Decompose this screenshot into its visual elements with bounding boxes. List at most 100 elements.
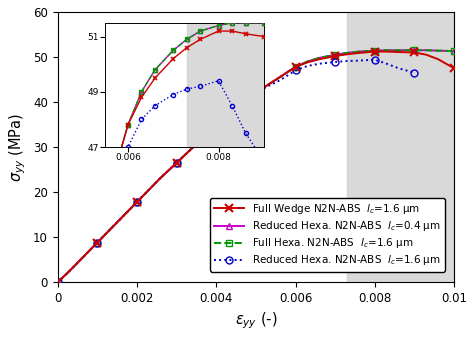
Full Hexa. N2N-ABS  $l_c$=1.6 μm bbox=[265, 83, 271, 87]
Full Hexa. N2N-ABS  $l_c$=1.6 μm bbox=[55, 280, 61, 284]
Line: Full Wedge N2N-ABS  $l_c$=1.6 μm: Full Wedge N2N-ABS $l_c$=1.6 μm bbox=[54, 47, 458, 286]
Reduced Hexa. N2N-ABS  $l_c$=1.6 μm bbox=[396, 66, 401, 70]
Legend: Full Wedge N2N-ABS  $l_c$=1.6 μm, Reduced Hexa. N2N-ABS  $l_c$=0.4 μm, Full Hexa: Full Wedge N2N-ABS $l_c$=1.6 μm, Reduced… bbox=[210, 198, 445, 271]
X-axis label: $\varepsilon_{yy}$ (-): $\varepsilon_{yy}$ (-) bbox=[235, 311, 277, 331]
Reduced Hexa. N2N-ABS  $l_c$=0.4 μm bbox=[356, 50, 362, 54]
Full Wedge N2N-ABS  $l_c$=1.6 μm bbox=[106, 228, 112, 233]
Reduced Hexa. N2N-ABS  $l_c$=1.6 μm bbox=[174, 161, 180, 165]
Full Wedge N2N-ABS  $l_c$=1.6 μm bbox=[174, 161, 180, 165]
Full Hexa. N2N-ABS  $l_c$=1.6 μm bbox=[332, 53, 338, 57]
Full Hexa. N2N-ABS  $l_c$=1.6 μm bbox=[396, 48, 401, 52]
Reduced Hexa. N2N-ABS  $l_c$=0.4 μm bbox=[94, 241, 100, 245]
Reduced Hexa. N2N-ABS  $l_c$=0.4 μm bbox=[277, 75, 283, 79]
Full Wedge N2N-ABS  $l_c$=1.6 μm bbox=[411, 50, 417, 54]
Full Wedge N2N-ABS  $l_c$=1.6 μm bbox=[451, 66, 457, 70]
Reduced Hexa. N2N-ABS  $l_c$=1.6 μm bbox=[158, 176, 164, 180]
Full Hexa. N2N-ABS  $l_c$=1.6 μm bbox=[174, 161, 180, 165]
Full Wedge N2N-ABS  $l_c$=1.6 μm bbox=[372, 50, 378, 54]
Full Wedge N2N-ABS  $l_c$=1.6 μm bbox=[265, 83, 271, 87]
Full Wedge N2N-ABS  $l_c$=1.6 μm bbox=[332, 54, 338, 58]
Full Hexa. N2N-ABS  $l_c$=1.6 μm bbox=[451, 49, 457, 53]
Reduced Hexa. N2N-ABS  $l_c$=1.6 μm bbox=[118, 216, 124, 220]
Line: Reduced Hexa. N2N-ABS  $l_c$=1.6 μm: Reduced Hexa. N2N-ABS $l_c$=1.6 μm bbox=[54, 56, 418, 286]
Line: Reduced Hexa. N2N-ABS  $l_c$=0.4 μm: Reduced Hexa. N2N-ABS $l_c$=0.4 μm bbox=[54, 47, 457, 286]
Reduced Hexa. N2N-ABS  $l_c$=0.4 μm bbox=[118, 216, 124, 220]
Full Hexa. N2N-ABS  $l_c$=1.6 μm bbox=[158, 176, 164, 180]
Full Hexa. N2N-ABS  $l_c$=1.6 μm bbox=[305, 59, 310, 64]
Reduced Hexa. N2N-ABS  $l_c$=0.4 μm bbox=[332, 53, 338, 57]
Reduced Hexa. N2N-ABS  $l_c$=0.4 μm bbox=[344, 51, 350, 55]
Full Hexa. N2N-ABS  $l_c$=1.6 μm bbox=[237, 104, 243, 108]
Reduced Hexa. N2N-ABS  $l_c$=1.6 μm bbox=[146, 188, 152, 192]
Full Hexa. N2N-ABS  $l_c$=1.6 μm bbox=[186, 149, 191, 153]
Full Wedge N2N-ABS  $l_c$=1.6 μm bbox=[186, 149, 191, 153]
Full Wedge N2N-ABS  $l_c$=1.6 μm bbox=[213, 123, 219, 127]
Reduced Hexa. N2N-ABS  $l_c$=1.6 μm bbox=[106, 228, 112, 233]
Reduced Hexa. N2N-ABS  $l_c$=1.6 μm bbox=[253, 91, 259, 95]
Full Hexa. N2N-ABS  $l_c$=1.6 μm bbox=[94, 241, 100, 245]
Full Wedge N2N-ABS  $l_c$=1.6 μm bbox=[344, 52, 350, 56]
Full Wedge N2N-ABS  $l_c$=1.6 μm bbox=[237, 104, 243, 108]
Full Wedge N2N-ABS  $l_c$=1.6 μm bbox=[118, 216, 124, 220]
Full Hexa. N2N-ABS  $l_c$=1.6 μm bbox=[146, 188, 152, 192]
Full Hexa. N2N-ABS  $l_c$=1.6 μm bbox=[79, 257, 84, 261]
Reduced Hexa. N2N-ABS  $l_c$=0.4 μm bbox=[174, 161, 180, 165]
Full Wedge N2N-ABS  $l_c$=1.6 μm bbox=[158, 176, 164, 180]
Reduced Hexa. N2N-ABS  $l_c$=1.6 μm bbox=[213, 123, 219, 127]
Reduced Hexa. N2N-ABS  $l_c$=1.6 μm bbox=[277, 78, 283, 82]
Reduced Hexa. N2N-ABS  $l_c$=0.4 μm bbox=[213, 123, 219, 127]
Full Wedge N2N-ABS  $l_c$=1.6 μm bbox=[94, 241, 100, 245]
Full Wedge N2N-ABS  $l_c$=1.6 μm bbox=[396, 50, 401, 54]
Reduced Hexa. N2N-ABS  $l_c$=1.6 μm bbox=[317, 62, 322, 66]
Reduced Hexa. N2N-ABS  $l_c$=1.6 μm bbox=[198, 138, 203, 142]
Reduced Hexa. N2N-ABS  $l_c$=1.6 μm bbox=[225, 114, 231, 118]
Full Wedge N2N-ABS  $l_c$=1.6 μm bbox=[198, 138, 203, 142]
Full Wedge N2N-ABS  $l_c$=1.6 μm bbox=[67, 269, 73, 273]
Full Hexa. N2N-ABS  $l_c$=1.6 μm bbox=[277, 75, 283, 79]
Full Hexa. N2N-ABS  $l_c$=1.6 μm bbox=[118, 216, 124, 220]
Full Wedge N2N-ABS  $l_c$=1.6 μm bbox=[356, 51, 362, 55]
Reduced Hexa. N2N-ABS  $l_c$=1.6 μm bbox=[94, 241, 100, 245]
Reduced Hexa. N2N-ABS  $l_c$=0.4 μm bbox=[451, 49, 457, 53]
Reduced Hexa. N2N-ABS  $l_c$=1.6 μm bbox=[305, 64, 310, 68]
Full Wedge N2N-ABS  $l_c$=1.6 μm bbox=[292, 65, 298, 69]
Full Wedge N2N-ABS  $l_c$=1.6 μm bbox=[423, 53, 429, 57]
Full Wedge N2N-ABS  $l_c$=1.6 μm bbox=[146, 188, 152, 192]
Line: Full Hexa. N2N-ABS  $l_c$=1.6 μm: Full Hexa. N2N-ABS $l_c$=1.6 μm bbox=[54, 47, 457, 286]
Reduced Hexa. N2N-ABS  $l_c$=0.4 μm bbox=[305, 59, 310, 64]
Full Wedge N2N-ABS  $l_c$=1.6 μm bbox=[134, 200, 140, 204]
Reduced Hexa. N2N-ABS  $l_c$=0.4 μm bbox=[146, 188, 152, 192]
Reduced Hexa. N2N-ABS  $l_c$=0.4 μm bbox=[186, 149, 191, 153]
Reduced Hexa. N2N-ABS  $l_c$=1.6 μm bbox=[372, 58, 378, 62]
Full Hexa. N2N-ABS  $l_c$=1.6 μm bbox=[411, 48, 417, 52]
Full Hexa. N2N-ABS  $l_c$=1.6 μm bbox=[253, 91, 259, 95]
Reduced Hexa. N2N-ABS  $l_c$=1.6 μm bbox=[237, 104, 243, 108]
Full Hexa. N2N-ABS  $l_c$=1.6 μm bbox=[106, 228, 112, 233]
Reduced Hexa. N2N-ABS  $l_c$=0.4 μm bbox=[79, 257, 84, 261]
Bar bbox=[347, 12, 454, 282]
Full Hexa. N2N-ABS  $l_c$=1.6 μm bbox=[435, 49, 441, 53]
Full Wedge N2N-ABS  $l_c$=1.6 μm bbox=[277, 75, 283, 79]
Full Hexa. N2N-ABS  $l_c$=1.6 μm bbox=[292, 65, 298, 69]
Reduced Hexa. N2N-ABS  $l_c$=0.4 μm bbox=[253, 91, 259, 95]
Full Hexa. N2N-ABS  $l_c$=1.6 μm bbox=[372, 49, 378, 53]
Reduced Hexa. N2N-ABS  $l_c$=1.6 μm bbox=[292, 69, 298, 73]
Reduced Hexa. N2N-ABS  $l_c$=0.4 μm bbox=[225, 114, 231, 118]
Full Hexa. N2N-ABS  $l_c$=1.6 μm bbox=[67, 269, 73, 273]
Reduced Hexa. N2N-ABS  $l_c$=1.6 μm bbox=[186, 149, 191, 153]
Full Wedge N2N-ABS  $l_c$=1.6 μm bbox=[79, 257, 84, 261]
Full Hexa. N2N-ABS  $l_c$=1.6 μm bbox=[198, 138, 203, 142]
Reduced Hexa. N2N-ABS  $l_c$=0.4 μm bbox=[435, 49, 441, 53]
Reduced Hexa. N2N-ABS  $l_c$=1.6 μm bbox=[332, 60, 338, 64]
Reduced Hexa. N2N-ABS  $l_c$=1.6 μm bbox=[356, 58, 362, 63]
Reduced Hexa. N2N-ABS  $l_c$=0.4 μm bbox=[423, 48, 429, 52]
Reduced Hexa. N2N-ABS  $l_c$=0.4 μm bbox=[134, 200, 140, 204]
Full Wedge N2N-ABS  $l_c$=1.6 μm bbox=[55, 280, 61, 284]
Full Wedge N2N-ABS  $l_c$=1.6 μm bbox=[225, 114, 231, 118]
Reduced Hexa. N2N-ABS  $l_c$=1.6 μm bbox=[344, 59, 350, 63]
Reduced Hexa. N2N-ABS  $l_c$=0.4 μm bbox=[265, 83, 271, 87]
Reduced Hexa. N2N-ABS  $l_c$=0.4 μm bbox=[411, 48, 417, 52]
Full Wedge N2N-ABS  $l_c$=1.6 μm bbox=[384, 50, 390, 54]
Reduced Hexa. N2N-ABS  $l_c$=1.6 μm bbox=[265, 84, 271, 88]
Reduced Hexa. N2N-ABS  $l_c$=0.4 μm bbox=[237, 104, 243, 108]
